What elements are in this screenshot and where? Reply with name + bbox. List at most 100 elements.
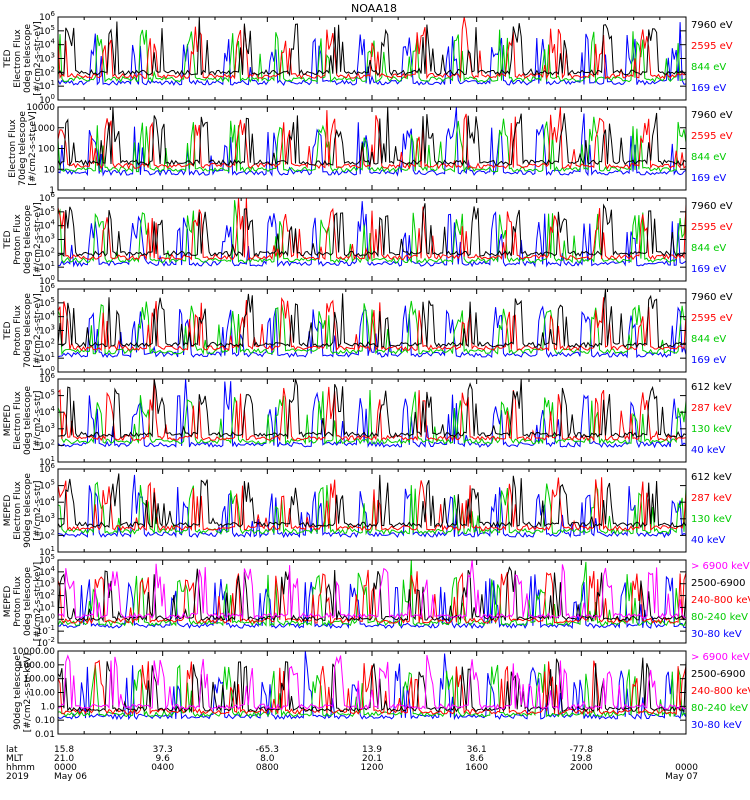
panel-traces: [58, 651, 686, 721]
y-tick-label: 10000.00: [12, 647, 55, 657]
y-tick-label: 104: [39, 565, 55, 578]
y-tick-label: 104: [39, 405, 55, 418]
y-tick-label: 105: [39, 296, 55, 309]
y-axis-label-line: [#/cm2-s-str-eV]: [28, 111, 38, 186]
legend-entry: 7960 eV: [691, 201, 733, 212]
chart-title: NOAA18: [351, 2, 397, 15]
y-tick-label: 103: [39, 512, 55, 525]
y-axis-label-line: MEPED: [3, 405, 13, 437]
panel-traces: [58, 107, 686, 177]
legend-entry: 169 eV: [691, 83, 726, 94]
y-tick-label: 1000.00: [18, 661, 55, 671]
y-tick-label: 100: [39, 365, 55, 378]
legend-entry: 40 keV: [691, 535, 725, 546]
x-tick-value: 8.6: [470, 754, 485, 764]
legend-entry: 40 keV: [691, 445, 725, 456]
panel-2: 1 10 100 1000 10000 Electron Flux 70deg telesc…: [8, 103, 733, 196]
legend-entry: 2595 eV: [691, 313, 733, 324]
panel-frame: [57, 197, 687, 282]
series-line-2595-ev: [58, 107, 686, 170]
y-tick-label: 10000: [26, 103, 55, 113]
y-axis-label-line: Proton Flux: [13, 214, 23, 265]
series-line-7960-ev: [58, 289, 686, 349]
series-line-2595-ev: [58, 297, 686, 353]
y-tick-label: 102: [39, 528, 55, 541]
legend-entry: 169 eV: [691, 355, 726, 366]
y-axis-label-line: Proton Flux: [13, 305, 23, 356]
y-tick-label: 1.0: [41, 702, 56, 712]
x-tick-value: 37.3: [153, 745, 173, 755]
y-tick-label: 101: [39, 545, 55, 558]
panel-6: 101 102 103 104 105 106 MEPED Electron Flux 90de…: [3, 462, 732, 558]
x-tick-value: 2000: [570, 763, 593, 773]
y-tick-label: 102: [39, 65, 55, 78]
legend-entry: 7960 eV: [691, 20, 733, 31]
legend-entry: > 6900 keV: [691, 652, 750, 663]
x-tick-value: 0000: [54, 763, 77, 773]
y-axis-label-line: Electron Flux: [8, 119, 18, 178]
series-line-612-kev: [58, 473, 686, 529]
y-tick-label: 104: [39, 495, 55, 508]
panel-frame: [57, 16, 687, 101]
y-tick-label: 101: [39, 455, 55, 468]
series-line-844-ev: [58, 300, 686, 356]
y-tick-label: 104: [39, 310, 55, 323]
legend-entry: 612 keV: [691, 382, 732, 393]
series-line-2595-ev: [58, 198, 686, 261]
legend-entry: 240-800 keV: [691, 595, 750, 606]
series-line-40-kev: [58, 474, 686, 539]
legend-entry: 844 eV: [691, 334, 726, 345]
y-tick-label: 105: [39, 205, 55, 218]
x-tick-value: 1600: [465, 763, 488, 773]
y-axis-label-line: 0deg telescope: [23, 386, 33, 456]
y-tick-label: 104: [39, 38, 55, 51]
series-line-130-kev: [58, 481, 686, 536]
legend-entry: 287 keV: [691, 403, 732, 414]
series-line-7960-ev: [58, 107, 686, 167]
y-axis-label-line: [#/cm2-s-str-eV]: [33, 202, 43, 277]
y-tick-label: 105: [39, 479, 55, 492]
legend-entry: > 6900 keV: [691, 561, 750, 572]
x-tick-value: 8.0: [260, 754, 275, 764]
legend-entry: 844 eV: [691, 243, 726, 254]
y-axis-label-line: 0deg telescope: [23, 24, 33, 94]
y-axis-label-line: [#/cm2-s-str-keV]: [23, 653, 33, 732]
panel-5: 101 102 103 104 105 106 MEPED Electron Flux 0deg…: [3, 372, 732, 468]
y-tick-label: 0.01: [35, 730, 55, 740]
x-tick-value: 0400: [151, 763, 174, 773]
x-tick-value: 19.8: [571, 754, 591, 764]
legend-entry: 80-240 keV: [691, 703, 748, 714]
panel-frame: [57, 559, 687, 644]
y-axis-label-line: [#/cm2-s-str-eV]: [33, 21, 43, 96]
y-axis-label-line: MEPED: [3, 586, 13, 618]
legend-entry: 169 eV: [691, 264, 726, 275]
series-line-130-kev: [58, 389, 686, 445]
series-line-2595-ev: [58, 17, 686, 80]
y-axis-label-line: 70deg telescope: [23, 293, 33, 368]
y-tick-label: 101: [39, 600, 55, 613]
legend-entry: 169 eV: [691, 173, 726, 184]
legend-entry: 130 keV: [691, 514, 732, 525]
y-axis-label-line: 90deg telescope: [13, 655, 23, 730]
series-line-40-kev: [58, 379, 686, 449]
legend-entry: 2595 eV: [691, 222, 733, 233]
y-tick-label: 10.00: [29, 689, 55, 699]
y-tick-label: 10-1: [37, 624, 55, 637]
y-tick-label: 106: [39, 191, 55, 204]
series-line--6900-kev: [58, 560, 686, 620]
y-tick-label: 103: [39, 422, 55, 435]
y-axis-label-line: Proton Flux: [13, 576, 23, 627]
y-axis-label-line: 0deg telescope: [23, 205, 33, 275]
x-tick-value: May 07: [665, 772, 698, 782]
y-tick-label: 104: [39, 219, 55, 232]
panel-traces: [58, 198, 686, 268]
legend-entry: 30-80 keV: [691, 720, 742, 731]
y-tick-label: 103: [39, 52, 55, 65]
y-tick-label: 106: [39, 282, 55, 295]
legend-entry: 240-800 keV: [691, 686, 750, 697]
panel-traces: [58, 473, 686, 539]
y-tick-label: 103: [39, 324, 55, 337]
